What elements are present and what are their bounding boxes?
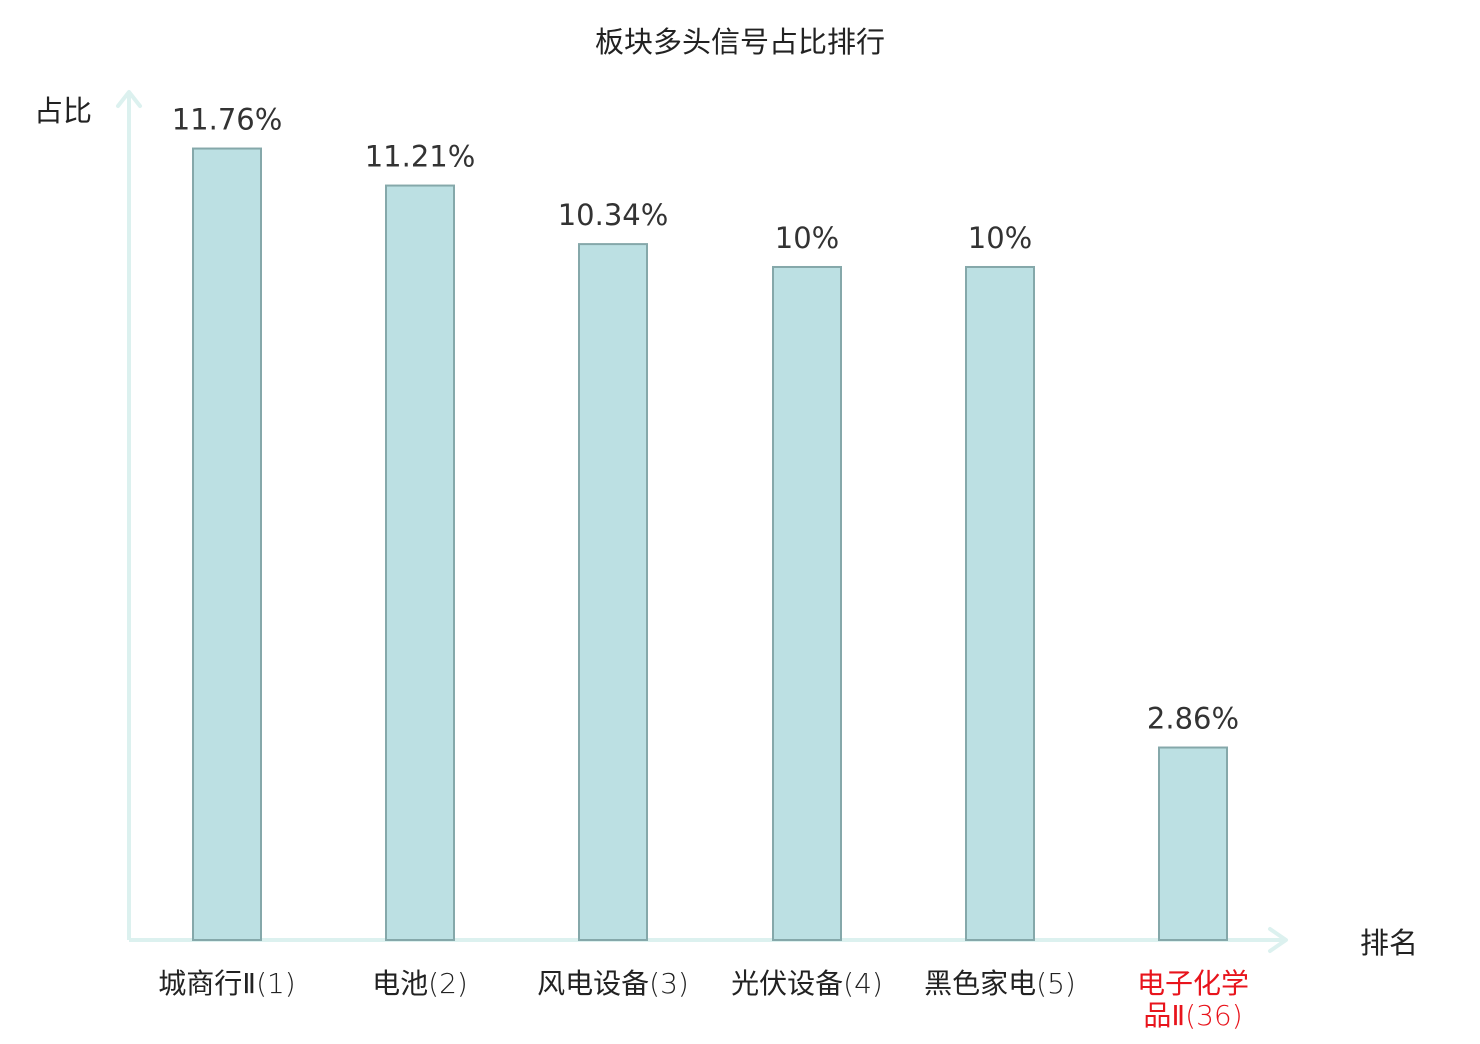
- value-label-5: 10%: [968, 221, 1032, 255]
- bar-1: [192, 147, 262, 942]
- category-label-5: 黑色家电(5): [924, 967, 1076, 1000]
- value-label-1: 11.76%: [172, 103, 283, 137]
- value-label-2: 11.21%: [365, 140, 476, 174]
- bar-2: [385, 184, 455, 942]
- category-label-4: 光伏设备(4): [731, 967, 883, 1000]
- category-label-6: 电子化学品Ⅱ(36): [1137, 967, 1249, 1032]
- category-labels-group: 城商行Ⅱ(1) 电池(2) 风电设备(3) 光伏设备(4) 黑色家电(5) 电子化学品Ⅱ(…: [158, 967, 1249, 1032]
- bar-5: [965, 265, 1035, 941]
- category-label-2: 电池(2): [372, 967, 468, 1000]
- axes: [116, 90, 1288, 953]
- y-axis-label: 占比: [34, 94, 92, 128]
- y-axis-arrowhead: [116, 90, 142, 108]
- value-label-4: 10%: [775, 221, 839, 255]
- x-axis-arrowhead: [1268, 927, 1288, 953]
- bars-group: [192, 147, 1228, 942]
- bar-6: [1158, 746, 1228, 941]
- x-axis-label: 排名: [1360, 926, 1418, 960]
- value-label-3: 10.34%: [558, 198, 669, 232]
- bar-3: [578, 243, 648, 942]
- value-label-6: 2.86%: [1147, 702, 1239, 736]
- value-labels-group: 11.76% 11.21% 10.34% 10% 10% 2.86%: [172, 103, 1239, 736]
- chart-title: 板块多头信号占比排行: [595, 25, 885, 59]
- bar-4: [772, 265, 842, 941]
- category-label-1: 城商行Ⅱ(1): [158, 967, 295, 1000]
- category-label-3: 风电设备(3): [537, 967, 689, 1000]
